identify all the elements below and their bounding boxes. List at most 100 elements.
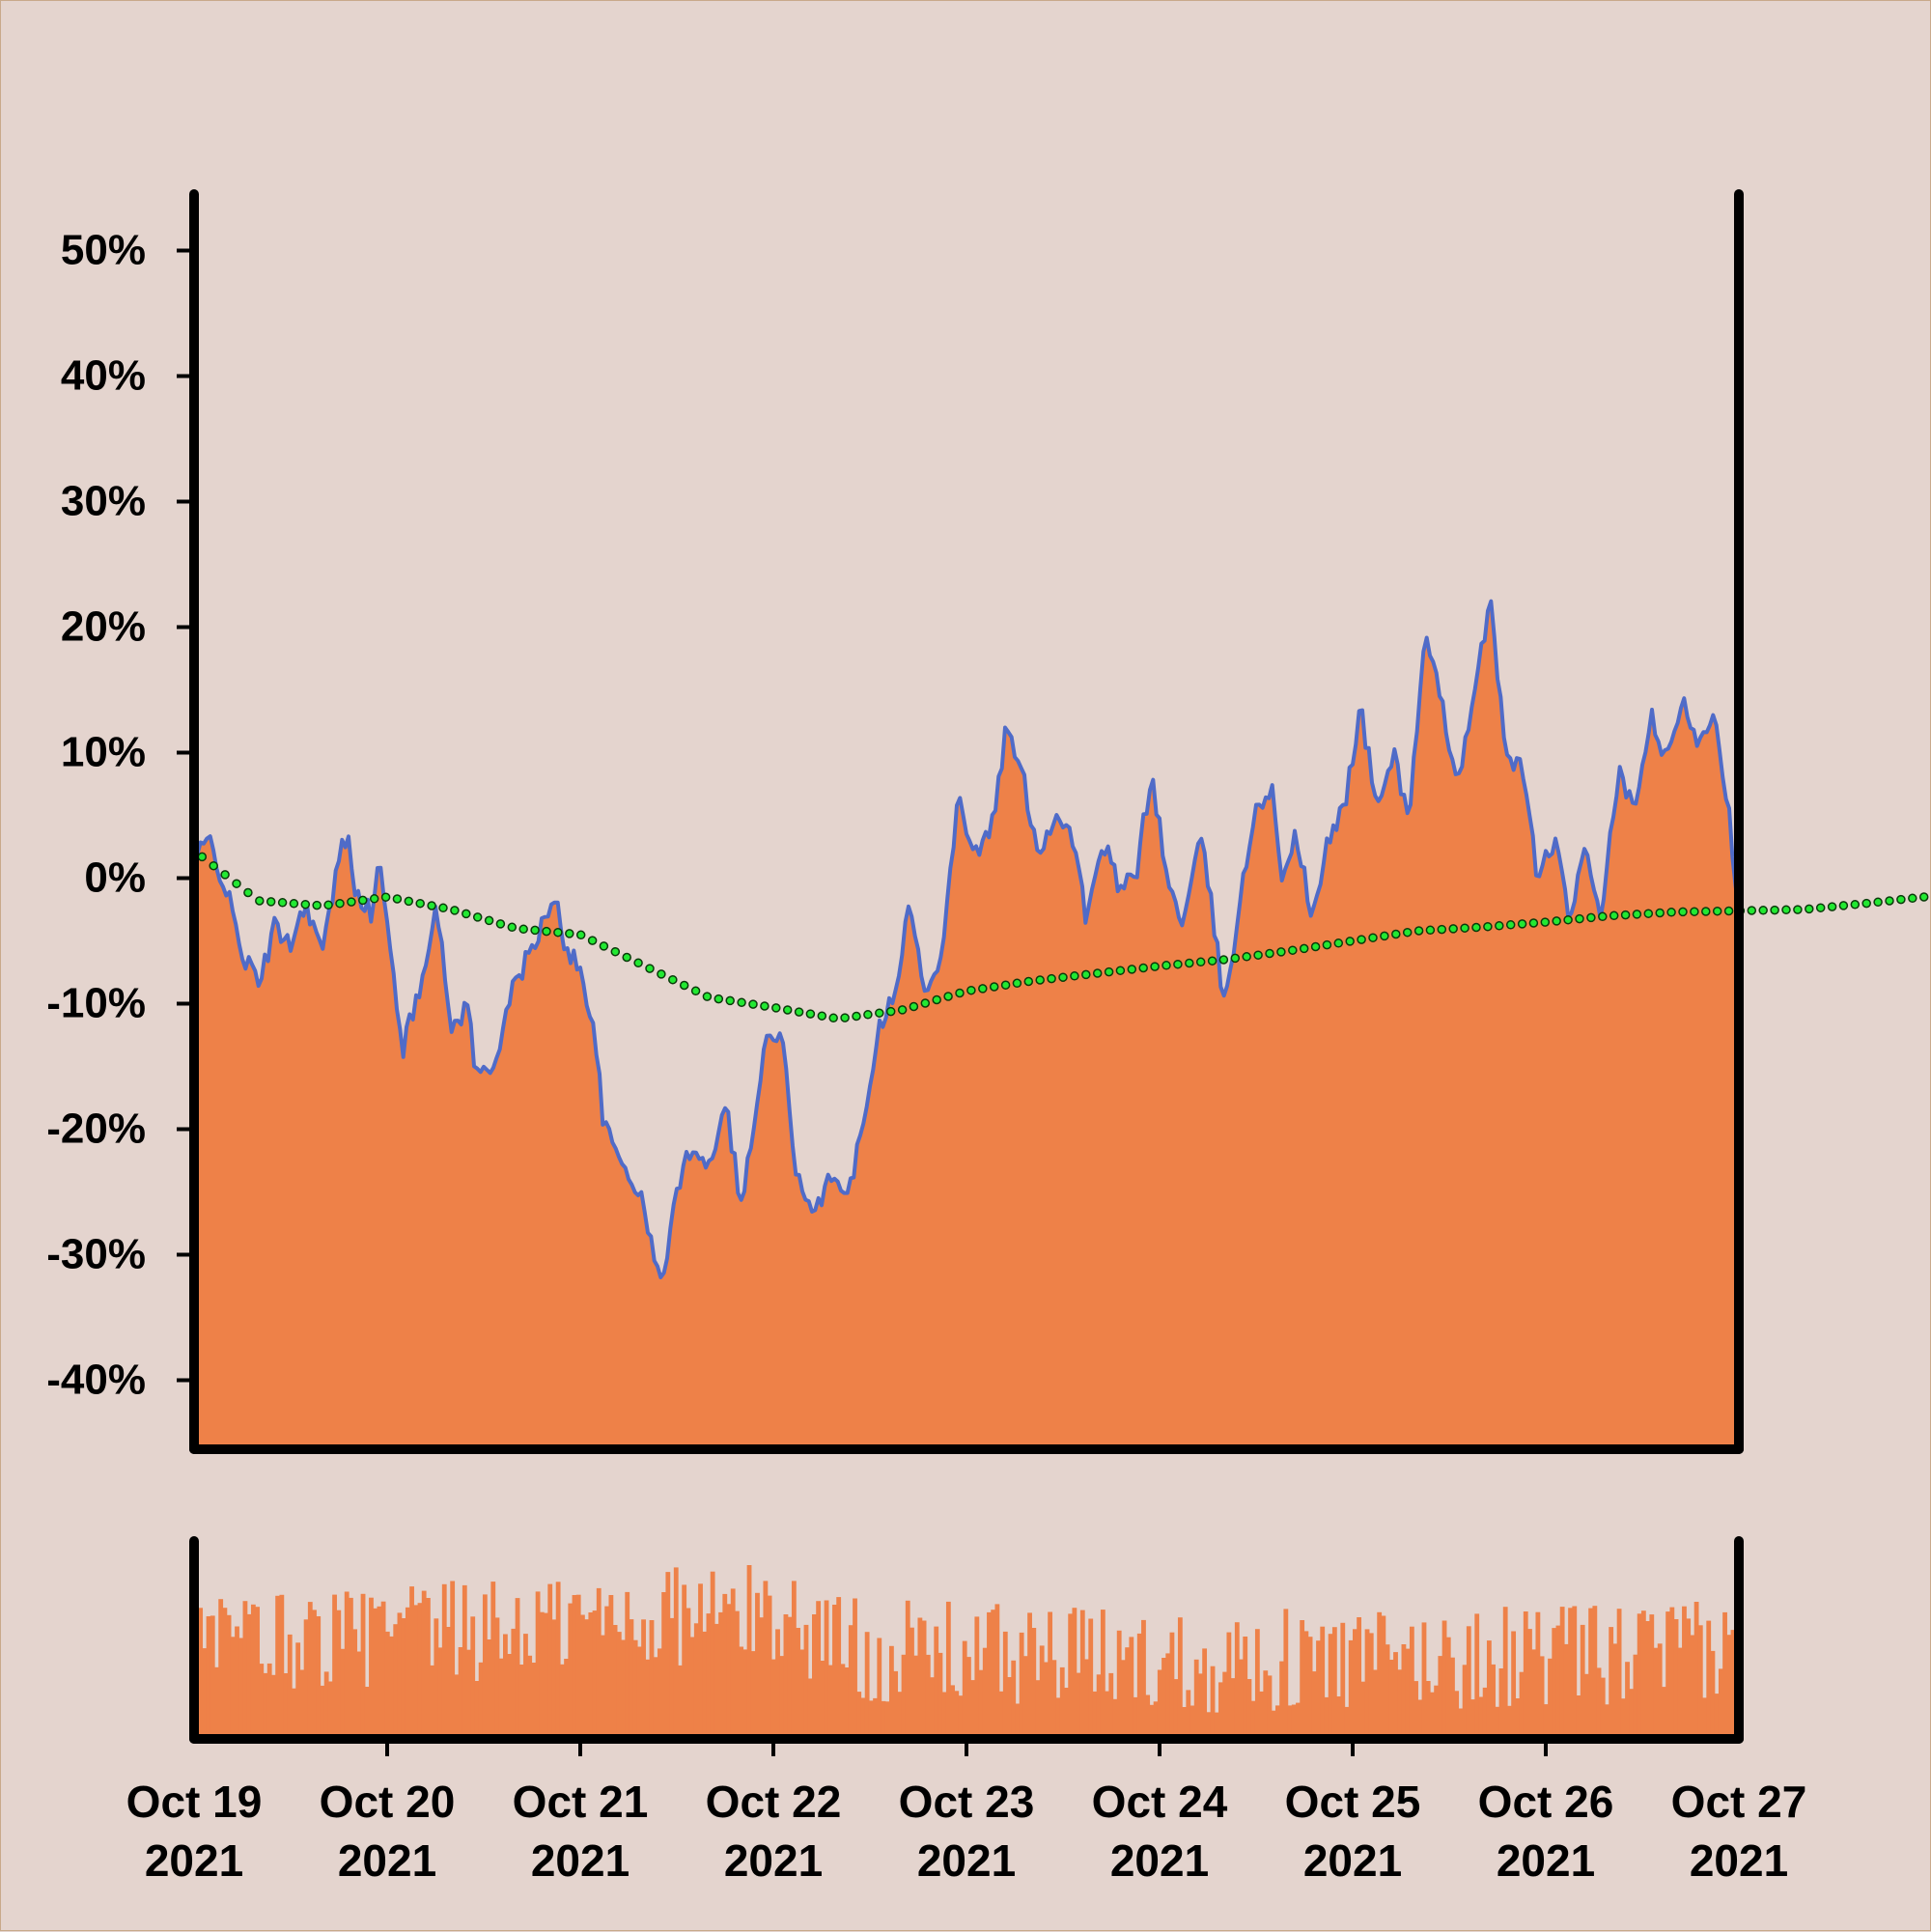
volume-bar (393, 1624, 399, 1739)
volume-bar (1105, 1691, 1109, 1739)
volume-bar (853, 1598, 857, 1739)
ma-point (495, 919, 506, 929)
volume-bar (1368, 1633, 1374, 1739)
volume-bar (1535, 1611, 1541, 1739)
volume-bar (1397, 1669, 1403, 1739)
volume-bar (369, 1597, 374, 1739)
volume-bar (629, 1619, 634, 1739)
volume-bar (1320, 1626, 1326, 1739)
volume-bar (1385, 1644, 1390, 1739)
volume-bar (632, 1639, 638, 1739)
volume-bar (364, 1687, 370, 1739)
ma-point (840, 1013, 850, 1022)
x-tick-label-date: Oct 22 (706, 1777, 842, 1827)
volume-bar (1316, 1640, 1321, 1739)
volume-bar (832, 1605, 837, 1739)
x-tick-label-date: Oct 19 (126, 1777, 263, 1827)
volume-bar (259, 1664, 265, 1739)
volume-bar (661, 1592, 667, 1739)
volume-bar (1267, 1675, 1273, 1739)
volume-bar (1616, 1609, 1622, 1739)
ma-point (1092, 968, 1103, 978)
ma-point (863, 1010, 873, 1020)
volume-bar (1552, 1628, 1557, 1739)
ma-point (852, 1011, 861, 1022)
ma-point (1333, 938, 1344, 948)
ma-point (782, 1005, 793, 1015)
ma-point (335, 898, 345, 909)
volume-bar (1454, 1691, 1460, 1739)
x-tick-label-date: Oct 23 (899, 1777, 1035, 1827)
volume-bar (441, 1583, 447, 1739)
ma-point (1678, 907, 1688, 917)
volume-bar (917, 1617, 923, 1739)
volume-bar (1425, 1681, 1431, 1739)
volume-bar (1478, 1696, 1484, 1739)
volume-bar (1177, 1617, 1183, 1739)
volume-bar (1328, 1634, 1333, 1739)
ma-point (427, 901, 436, 910)
volume-bar (820, 1661, 826, 1739)
ma-point (518, 924, 528, 935)
ma-point (633, 958, 643, 968)
volume-bar (767, 1595, 772, 1739)
ma-point (1495, 921, 1504, 931)
ma-point (243, 887, 253, 898)
ma-point (1173, 959, 1183, 969)
volume-bar (409, 1586, 414, 1739)
volume-bar (649, 1620, 655, 1739)
volume-bar (1669, 1607, 1675, 1739)
volume-bar (332, 1594, 337, 1739)
volume-bar (1364, 1629, 1370, 1739)
volume-bar (1421, 1622, 1427, 1739)
volume-bar (1502, 1607, 1508, 1739)
volume-bar (380, 1601, 386, 1739)
ma-point (277, 898, 288, 908)
volume-bar (796, 1628, 800, 1739)
x-tick-label-year: 2021 (145, 1835, 243, 1886)
volume-bar (982, 1647, 988, 1739)
x-tick-label-year: 2021 (531, 1835, 630, 1886)
volume-bar (596, 1587, 602, 1739)
ma-point (943, 992, 953, 1001)
ma-point (1218, 955, 1229, 965)
volume-bar (568, 1603, 574, 1739)
volume-bar (1495, 1706, 1500, 1739)
volume-bar (925, 1654, 931, 1739)
ma-point (1827, 902, 1837, 911)
volume-bar (1250, 1700, 1256, 1739)
volume-bar (868, 1700, 874, 1739)
volume-bar (1226, 1632, 1232, 1739)
price-panel (192, 599, 1929, 1449)
volume-bar (531, 1663, 537, 1739)
volume-bar (1153, 1701, 1159, 1739)
volume-bar (336, 1610, 342, 1739)
volume-bar (1702, 1697, 1707, 1739)
volume-bar (1198, 1673, 1203, 1739)
ma-point (209, 860, 218, 871)
ma-point (1448, 924, 1458, 934)
volume-bar (1580, 1624, 1585, 1739)
volume-bar (1726, 1635, 1732, 1739)
volume-bar (1543, 1704, 1549, 1739)
ma-point (380, 892, 391, 902)
volume-bar (1438, 1656, 1443, 1739)
volume-bar (222, 1608, 228, 1739)
volume-bar (356, 1651, 362, 1739)
volume-bar (763, 1581, 769, 1739)
y-tick-label: -10% (46, 980, 146, 1027)
volume-bar (994, 1604, 1000, 1739)
ma-point (1598, 911, 1608, 922)
ma-point (817, 1011, 827, 1021)
volume-bar (682, 1584, 687, 1739)
volume-bar (405, 1607, 410, 1739)
volume-bar (714, 1623, 719, 1739)
volume-bar (1222, 1671, 1228, 1739)
volume-bar (824, 1600, 829, 1739)
volume-bar (807, 1678, 813, 1739)
volume-bar (490, 1582, 496, 1739)
volume-bar (974, 1616, 980, 1739)
volume-bar (1072, 1608, 1077, 1739)
volume-bar (1157, 1669, 1162, 1739)
y-tick-label: -30% (46, 1231, 146, 1278)
